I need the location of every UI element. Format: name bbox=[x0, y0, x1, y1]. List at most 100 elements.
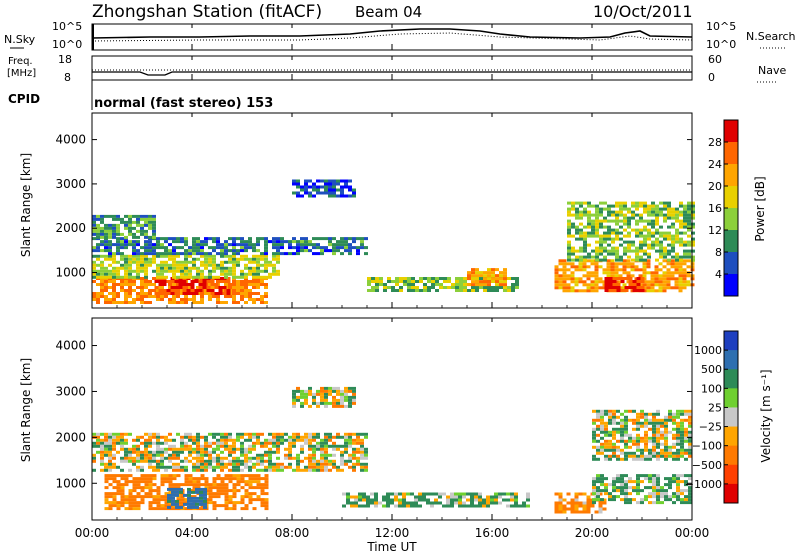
data-cell bbox=[156, 504, 161, 508]
data-cell bbox=[116, 240, 120, 244]
data-cell bbox=[228, 438, 232, 442]
data-cell bbox=[664, 415, 668, 419]
data-cell bbox=[304, 246, 308, 250]
data-cell bbox=[160, 243, 164, 247]
data-cell bbox=[336, 246, 340, 250]
data-cell bbox=[296, 246, 300, 250]
data-cell bbox=[324, 432, 328, 436]
data-cell bbox=[360, 462, 364, 466]
data-cell bbox=[256, 438, 260, 442]
data-cell bbox=[296, 179, 300, 183]
data-cell bbox=[140, 450, 144, 454]
data-cell bbox=[324, 188, 328, 192]
data-cell bbox=[636, 457, 640, 461]
range-tick-label: 1000 bbox=[55, 476, 86, 490]
data-cell bbox=[152, 229, 156, 233]
power-colorbar-tick: 12 bbox=[708, 224, 722, 237]
data-cell bbox=[652, 486, 656, 490]
data-cell bbox=[644, 412, 648, 416]
data-cell bbox=[446, 495, 450, 499]
velocity-colorbar-band bbox=[724, 388, 738, 408]
data-cell bbox=[132, 498, 137, 502]
data-cell bbox=[324, 182, 328, 186]
data-cell bbox=[656, 498, 660, 502]
data-cell bbox=[180, 292, 184, 295]
data-cell bbox=[260, 459, 264, 463]
data-cell bbox=[644, 477, 648, 481]
data-cell bbox=[604, 489, 608, 493]
data-cell bbox=[610, 274, 615, 278]
data-cell bbox=[600, 442, 604, 446]
data-cell bbox=[172, 269, 176, 273]
data-cell bbox=[651, 246, 655, 250]
data-cell bbox=[199, 490, 203, 494]
data-cell bbox=[668, 445, 672, 449]
data-cell bbox=[158, 292, 163, 295]
data-cell bbox=[212, 441, 216, 445]
data-cell bbox=[116, 217, 120, 221]
data-cell bbox=[574, 495, 579, 499]
data-cell bbox=[660, 501, 664, 505]
data-cell bbox=[586, 274, 591, 278]
data-cell bbox=[304, 240, 308, 244]
data-cell bbox=[140, 489, 145, 493]
data-cell bbox=[683, 216, 687, 220]
data-cell bbox=[228, 468, 232, 472]
data-cell bbox=[96, 295, 100, 298]
data-cell bbox=[116, 226, 120, 230]
data-cell bbox=[596, 427, 600, 431]
data-cell bbox=[136, 438, 140, 442]
data-cell bbox=[236, 286, 240, 289]
data-cell bbox=[427, 280, 431, 283]
data-cell bbox=[164, 465, 168, 469]
data-cell bbox=[224, 246, 228, 250]
data-cell bbox=[184, 254, 188, 258]
data-cell bbox=[188, 483, 193, 487]
data-cell bbox=[582, 492, 587, 496]
data-cell bbox=[364, 246, 368, 250]
data-cell bbox=[340, 453, 344, 457]
data-cell bbox=[252, 435, 256, 439]
data-cell bbox=[276, 260, 280, 264]
data-cell bbox=[172, 263, 176, 267]
freq-tick-top: 18 bbox=[58, 53, 72, 66]
data-cell bbox=[348, 252, 352, 256]
data-cell bbox=[379, 280, 383, 283]
data-cell bbox=[402, 501, 406, 505]
data-cell bbox=[176, 462, 180, 466]
data-cell bbox=[466, 504, 470, 508]
data-cell bbox=[216, 301, 220, 304]
data-cell bbox=[660, 492, 664, 496]
data-cell bbox=[192, 275, 196, 279]
data-cell bbox=[458, 501, 462, 505]
data-cell bbox=[240, 257, 244, 261]
data-cell bbox=[264, 301, 268, 304]
data-cell bbox=[684, 448, 688, 452]
data-cell bbox=[348, 386, 352, 390]
data-cell bbox=[624, 418, 628, 422]
data-cell bbox=[399, 280, 403, 283]
data-cell bbox=[367, 277, 371, 280]
data-cell bbox=[248, 298, 252, 301]
data-cell bbox=[116, 492, 121, 496]
data-cell bbox=[316, 465, 320, 469]
data-cell bbox=[619, 225, 623, 229]
data-cell bbox=[567, 234, 571, 238]
data-cell bbox=[256, 292, 260, 295]
data-cell bbox=[672, 412, 676, 416]
data-cell bbox=[124, 243, 128, 247]
data-cell bbox=[220, 269, 224, 273]
data-cell bbox=[152, 235, 156, 239]
data-cell bbox=[152, 507, 157, 511]
data-cell bbox=[108, 459, 112, 463]
data-cell bbox=[92, 459, 96, 463]
data-cell bbox=[592, 454, 596, 458]
data-cell bbox=[336, 444, 340, 448]
data-cell bbox=[324, 435, 328, 439]
data-cell bbox=[190, 283, 195, 286]
data-cell bbox=[639, 240, 643, 244]
data-cell bbox=[216, 438, 220, 442]
data-cell bbox=[192, 295, 196, 298]
data-cell bbox=[604, 483, 608, 487]
